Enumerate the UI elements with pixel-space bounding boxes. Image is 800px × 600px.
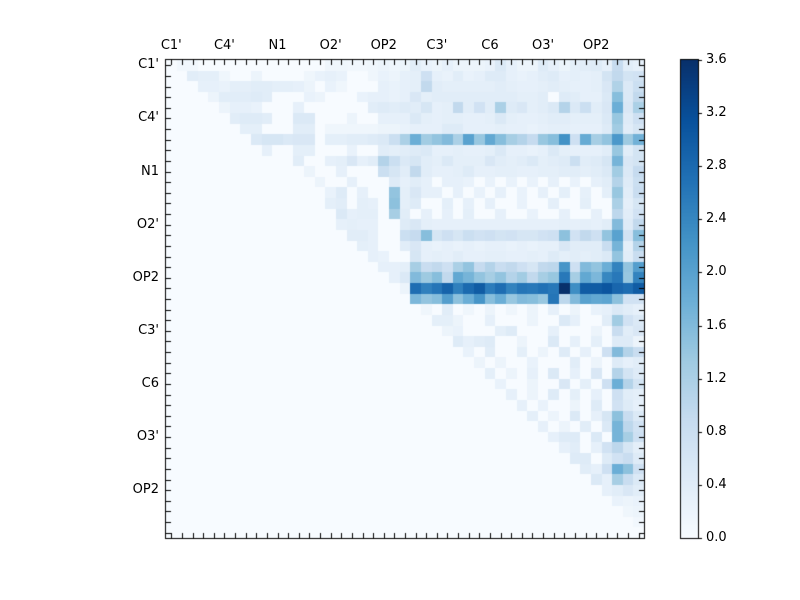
y-axis-label: O3'	[136, 429, 159, 445]
colorbar-tick-label: 0.4	[706, 476, 727, 492]
y-axis-label: C6	[141, 375, 159, 391]
y-axis-label: OP2	[132, 269, 159, 285]
y-axis-label: C4'	[138, 110, 159, 126]
colorbar-tick-label: 3.6	[706, 52, 727, 67]
x-axis-label: OP2	[370, 38, 397, 53]
x-axis-label: C1'	[160, 38, 182, 53]
colorbar-tick-label: 1.2	[706, 370, 727, 386]
y-axis-label: OP2	[132, 482, 159, 498]
colorbar-tick-label: 2.0	[706, 264, 727, 280]
colorbar-tick-label: 0.8	[706, 423, 727, 439]
colorbar-tick-label: 2.8	[706, 158, 727, 174]
x-axis-label: O3'	[532, 38, 555, 53]
x-axis-label: OP2	[583, 38, 610, 53]
y-axis-label: O2'	[136, 216, 159, 232]
colorbar-tick-label: 0.0	[706, 530, 727, 545]
x-axis-label: C6	[481, 38, 499, 53]
colorbar-tick-label: 1.6	[706, 317, 727, 333]
y-axis-label: C1'	[138, 57, 159, 73]
y-axis-label: N1	[141, 163, 159, 179]
x-axis-label: C4'	[213, 38, 235, 53]
x-axis-label: C3'	[426, 38, 448, 53]
x-axis-label: O2'	[319, 38, 342, 53]
colorbar-tick-label: 3.2	[706, 105, 727, 121]
y-axis-label: C3'	[138, 322, 159, 338]
colorbar-tick-label: 2.4	[706, 211, 727, 227]
x-axis-label: N1	[268, 38, 287, 53]
